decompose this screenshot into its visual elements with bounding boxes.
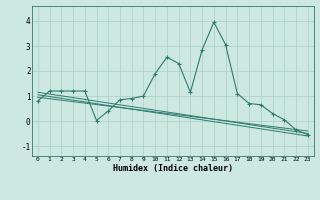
X-axis label: Humidex (Indice chaleur): Humidex (Indice chaleur) [113, 164, 233, 173]
